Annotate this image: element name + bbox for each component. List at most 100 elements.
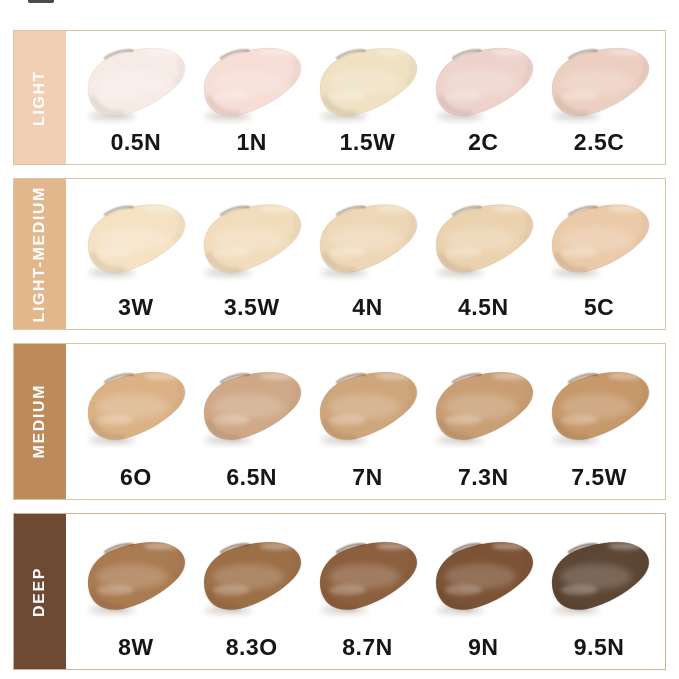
foundation-smear-icon: [319, 371, 418, 444]
shade-swatch: 1.5W: [310, 36, 426, 162]
shade-row: MEDIUM 6O 6.5N: [13, 343, 666, 500]
shade-swatch: 8.3O: [194, 519, 310, 667]
smear-right-shade: [521, 215, 532, 242]
smear-bottom-shade: [90, 589, 125, 611]
shade-row: LIGHT-MEDIUM 3W 3.5W: [13, 178, 666, 330]
smear-bottom-shade: [553, 419, 589, 441]
smear-highlight-small: [97, 414, 135, 426]
smear-highlight-small: [328, 90, 366, 102]
smear-highlight-small: [212, 90, 251, 102]
category-label: LIGHT-MEDIUM: [31, 185, 48, 323]
foundation-smear-icon: [435, 371, 533, 444]
foundation-smear-icon: [203, 541, 302, 614]
shade-label: 9.5N: [573, 634, 625, 660]
smear-highlight-small: [560, 584, 598, 596]
smear-highlight-small: [328, 584, 366, 596]
smear-right-shade: [636, 215, 647, 242]
smear-start-curl: [451, 372, 482, 384]
shade-swatch: 7N: [310, 349, 426, 497]
smear-right-shade: [405, 215, 416, 242]
smear-highlight: [444, 563, 516, 590]
smear-top-gleam: [260, 372, 294, 380]
swatch-group: 8W 8.3O 8.7N: [66, 514, 665, 669]
smear-right-shade: [405, 58, 416, 86]
shade-swatch: 9.5N: [541, 519, 657, 667]
shade-row: LIGHT 0.5N 1N: [13, 30, 666, 165]
smear-highlight: [560, 563, 632, 590]
smear-start-curl: [451, 205, 482, 217]
shade-swatch: 1N: [194, 36, 310, 162]
shade-swatch: 7.5W: [541, 349, 657, 497]
shade-label: 4.5N: [457, 294, 509, 320]
shade-label: 6.5N: [226, 464, 277, 490]
smear-top-gleam: [491, 205, 526, 213]
smear-highlight-small: [212, 584, 251, 596]
shade-label: 3.5W: [223, 294, 280, 320]
smear-bottom-shade: [553, 95, 589, 117]
smear-start-curl: [451, 48, 482, 60]
smear-top-gleam: [375, 48, 410, 56]
smear-highlight: [560, 393, 632, 420]
shade-label: 4N: [352, 294, 383, 320]
smear-top-gleam: [375, 542, 410, 550]
foundation-smear-icon: [435, 47, 533, 120]
shade-label: 7.5W: [571, 464, 627, 490]
smear-highlight: [212, 69, 284, 96]
smear-top-gleam: [260, 542, 294, 550]
smear-top-gleam: [144, 542, 178, 550]
foundation-smear-icon: [203, 371, 302, 444]
smear-right-shade: [173, 382, 184, 410]
smear-bottom-shade: [553, 251, 589, 273]
smear-bottom-shade: [322, 589, 357, 611]
shade-label: 0.5N: [110, 129, 162, 155]
shade-row: DEEP 8W 8.3O: [13, 513, 666, 670]
smear-top-gleam: [375, 372, 410, 380]
smear-bottom-shade: [553, 589, 589, 611]
shade-label: 7.3N: [457, 464, 509, 490]
smear-top-gleam: [491, 542, 526, 550]
shade-swatch: 7.3N: [425, 349, 541, 497]
smear-right-shade: [173, 58, 184, 86]
foundation-smear-icon: [435, 204, 533, 277]
smear-highlight-small: [97, 90, 135, 102]
smear-start-curl: [451, 542, 482, 554]
smear-top-gleam: [491, 372, 526, 380]
smear-highlight: [444, 226, 516, 252]
smear-start-curl: [104, 542, 134, 554]
foundation-smear-icon: [88, 47, 186, 120]
smear-top-gleam: [260, 205, 294, 213]
shade-swatch: 5C: [541, 184, 657, 327]
smear-start-curl: [335, 372, 366, 384]
smear-top-gleam: [260, 48, 294, 56]
smear-bottom-shade: [437, 251, 473, 273]
shade-label: 2.5C: [573, 129, 625, 155]
smear-right-shade: [636, 58, 647, 86]
smear-highlight-small: [560, 247, 598, 258]
smear-highlight: [328, 393, 400, 420]
smear-right-shade: [289, 58, 300, 86]
smear-start-curl: [219, 205, 250, 217]
smear-start-curl: [335, 48, 366, 60]
shade-swatch: 4.5N: [425, 184, 541, 327]
shade-swatch: 8W: [78, 519, 194, 667]
smear-highlight-small: [444, 584, 482, 596]
smear-bottom-shade: [206, 589, 241, 611]
foundation-smear-icon: [88, 204, 186, 277]
shade-swatch: 3W: [78, 184, 194, 327]
shade-swatch: 0.5N: [78, 36, 194, 162]
smear-top-gleam: [144, 372, 178, 380]
smear-start-curl: [219, 542, 250, 554]
shade-swatch: 2.5C: [541, 36, 657, 162]
shade-swatch: 3.5W: [194, 184, 310, 327]
smear-highlight: [444, 393, 516, 420]
shade-swatch: 6.5N: [194, 349, 310, 497]
smear-top-gleam: [607, 205, 642, 213]
shade-label: 7N: [352, 464, 383, 490]
foundation-smear-icon: [319, 47, 418, 120]
smear-highlight: [212, 563, 284, 590]
smear-start-curl: [335, 205, 366, 217]
shade-label: 9N: [468, 634, 499, 660]
shade-label: 2C: [468, 129, 499, 155]
smear-highlight: [97, 563, 168, 590]
foundation-smear-icon: [551, 541, 649, 614]
